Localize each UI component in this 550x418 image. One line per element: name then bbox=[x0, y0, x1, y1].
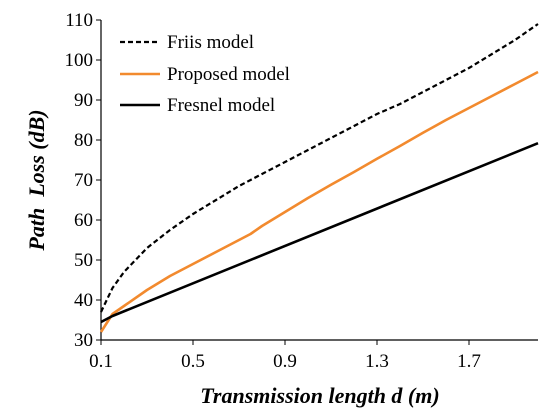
y-tick-label: 110 bbox=[65, 10, 93, 31]
y-tick-label: 40 bbox=[74, 290, 93, 311]
series-line-proposed bbox=[99, 70, 539, 333]
y-tick-label: 60 bbox=[74, 210, 93, 231]
y-tick-label: 100 bbox=[65, 50, 94, 71]
series-lines bbox=[99, 23, 539, 333]
x-tick-label: 0.1 bbox=[89, 351, 113, 372]
series-line-fresnel bbox=[100, 141, 539, 324]
y-tick-label: 30 bbox=[74, 330, 93, 351]
x-axis-ticks: 0.1 0.5 0.9 1.3 1.7 bbox=[89, 340, 481, 372]
y-tick-label: 70 bbox=[74, 170, 93, 191]
legend: Friis model Proposed model Fresnel model bbox=[120, 32, 290, 116]
legend-label-proposed: Proposed model bbox=[167, 64, 290, 85]
y-axis-title: Path Loss (dB) bbox=[24, 109, 49, 251]
legend-label-friis: Friis model bbox=[167, 32, 254, 53]
x-axis-title: Transmission length d (m) bbox=[200, 383, 439, 408]
y-tick-label: 90 bbox=[74, 90, 93, 111]
x-tick-label: 1.7 bbox=[457, 351, 481, 372]
y-tick-label: 50 bbox=[74, 250, 93, 271]
x-tick-label: 0.9 bbox=[273, 351, 297, 372]
x-tick-label: 1.3 bbox=[365, 351, 389, 372]
legend-label-fresnel: Fresnel model bbox=[167, 95, 275, 116]
y-axis-ticks: 30 40 50 60 70 80 90 100 110 bbox=[65, 10, 101, 351]
series-line-friis bbox=[100, 23, 539, 313]
x-tick-label: 0.5 bbox=[181, 351, 205, 372]
y-tick-label: 80 bbox=[74, 130, 93, 151]
